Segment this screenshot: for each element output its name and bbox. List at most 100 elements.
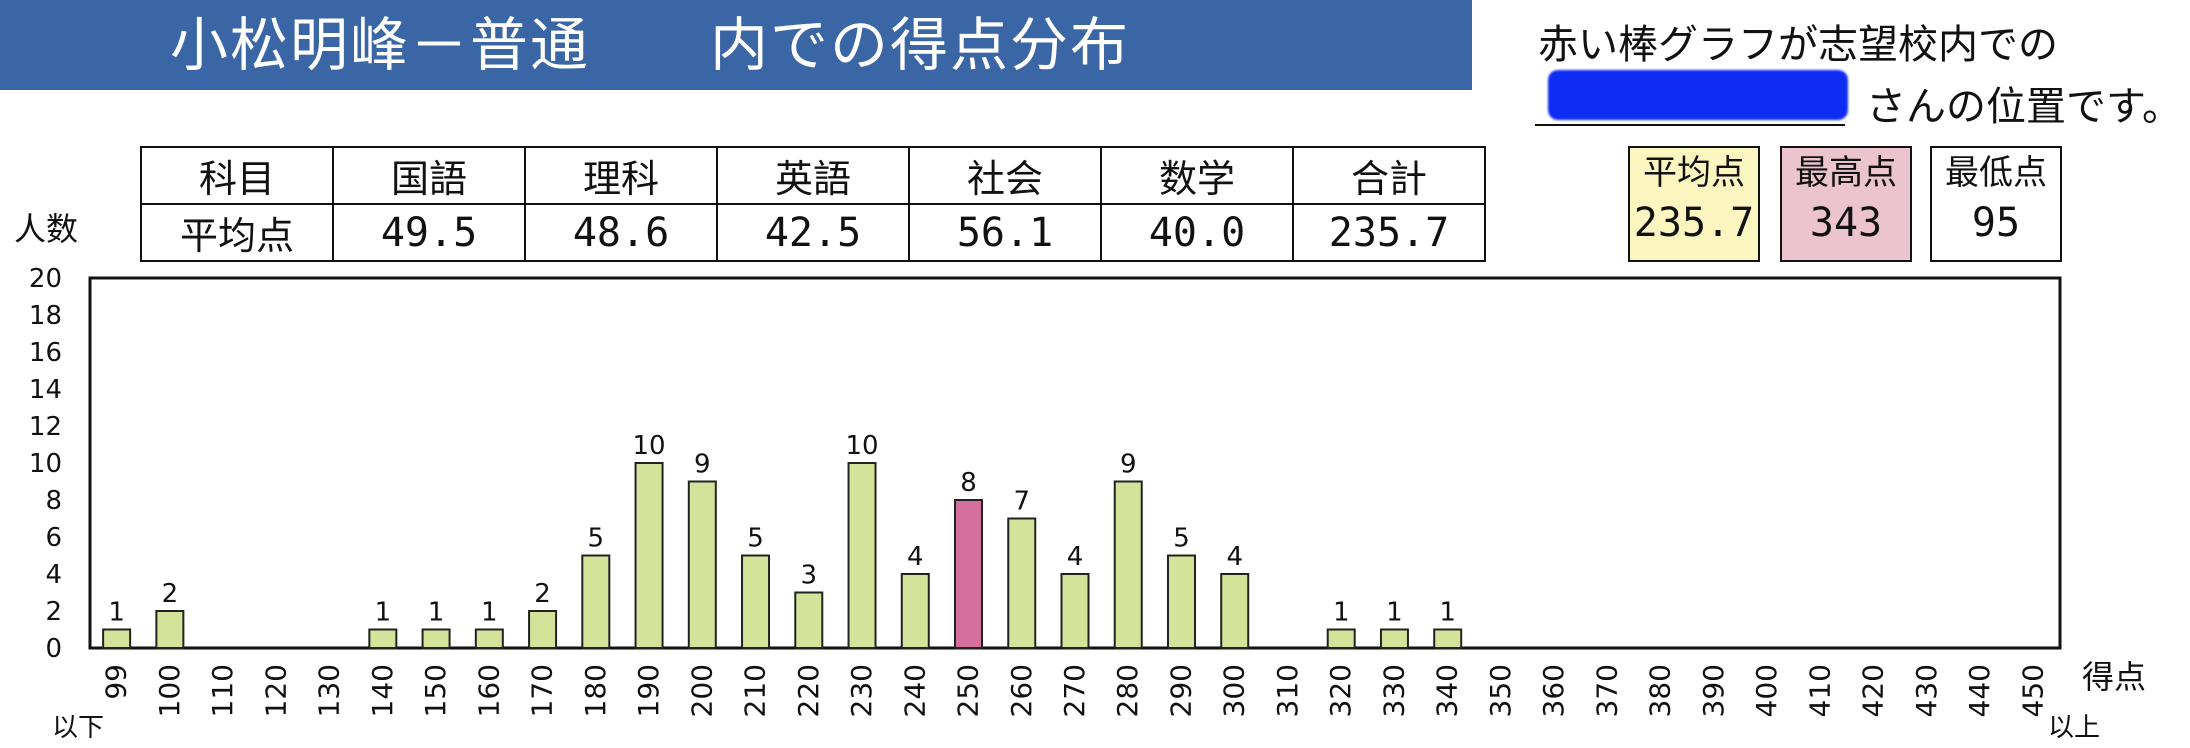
- value-cell: 235.7: [1292, 203, 1486, 262]
- x-tick-label: 300: [1218, 664, 1251, 717]
- bar: [581, 554, 611, 649]
- x-tick-label: 370: [1590, 664, 1623, 717]
- table-row: 平均点 49.5 48.6 42.5 56.1 40.0 235.7: [140, 203, 1486, 262]
- bar: [1220, 573, 1250, 649]
- page-title: 小松明峰－普通 内での得点分布: [170, 11, 1131, 79]
- y-tick-label: 2: [45, 597, 62, 627]
- bar: [1113, 480, 1143, 649]
- bar: [102, 628, 132, 649]
- min-stat-value: 95: [1971, 200, 2021, 246]
- x-tick-label: 100: [153, 664, 186, 717]
- data-label: 1: [375, 598, 392, 628]
- y-tick-label: 12: [29, 412, 62, 442]
- header-cell: 数学: [1100, 146, 1294, 205]
- header-cell: 科目: [140, 146, 334, 205]
- header-cell: 社会: [908, 146, 1102, 205]
- x-tick-label: 430: [1910, 664, 1943, 717]
- y-tick-label: 0: [45, 634, 62, 664]
- x-tick-label: 280: [1111, 664, 1144, 717]
- bar: [1433, 628, 1463, 649]
- y-tick-label: 20: [29, 264, 62, 294]
- data-label: 1: [1333, 598, 1350, 628]
- bar: [155, 610, 185, 649]
- y-tick-label: 18: [29, 301, 62, 331]
- min-stat-label: 最低点: [1945, 153, 2047, 193]
- y-tick-label: 4: [45, 560, 62, 590]
- data-label: 1: [481, 598, 498, 628]
- x-tick-label: 440: [1963, 664, 1996, 717]
- data-label: 4: [1067, 542, 1084, 572]
- data-label: 1: [108, 598, 125, 628]
- bar: [1007, 517, 1037, 649]
- x-tick-label: 400: [1750, 664, 1783, 717]
- data-label: 8: [960, 468, 977, 498]
- y-tick-label: 6: [45, 523, 62, 553]
- y-tick-label: 14: [29, 375, 62, 405]
- x-tick-label: 190: [632, 664, 665, 717]
- x-tick-label: 120: [259, 664, 292, 717]
- max-stat-box: 最高点 343: [1780, 146, 1912, 262]
- x-tick-label: 130: [313, 664, 346, 717]
- note-line-2: さんの位置です。: [1866, 84, 2182, 130]
- x-tick-label: 410: [1803, 664, 1836, 717]
- x-tick-label: 260: [1005, 664, 1038, 717]
- x-tick-label: 330: [1377, 664, 1410, 717]
- data-label: 9: [1120, 450, 1137, 480]
- bar: [847, 462, 877, 649]
- x-tick-label: 230: [845, 664, 878, 717]
- x-tick-label: 270: [1058, 664, 1091, 717]
- bar: [741, 554, 771, 649]
- x-tick-label: 340: [1431, 664, 1464, 717]
- header-cell: 理科: [524, 146, 718, 205]
- value-cell: 48.6: [524, 203, 718, 262]
- value-cell: 49.5: [332, 203, 526, 262]
- name-underline: [1535, 124, 1845, 126]
- x-tick-label: 220: [792, 664, 825, 717]
- y-tick-label: 8: [45, 486, 62, 516]
- x-tick-label: 350: [1484, 664, 1517, 717]
- data-label: 10: [633, 431, 666, 461]
- max-stat-value: 343: [1809, 200, 1883, 246]
- x-tick-label: 160: [472, 664, 505, 717]
- max-stat-label: 最高点: [1795, 153, 1897, 193]
- bar: [474, 628, 504, 649]
- bar: [794, 591, 824, 649]
- x-tick-label: 180: [579, 664, 612, 717]
- x-tick-label: 310: [1271, 664, 1304, 717]
- average-stat-box: 平均点 235.7: [1628, 146, 1760, 262]
- data-label: 5: [747, 524, 764, 554]
- average-stat-value: 235.7: [1633, 200, 1755, 246]
- min-stat-box: 最低点 95: [1930, 146, 2062, 262]
- bar: [1326, 628, 1356, 649]
- x-tick-label: 420: [1857, 664, 1890, 717]
- data-label: 5: [588, 524, 605, 554]
- x-tick-label: 200: [685, 664, 718, 717]
- bar: [421, 628, 451, 649]
- value-cell: 56.1: [908, 203, 1102, 262]
- data-label: 1: [1386, 598, 1403, 628]
- title-bar: 小松明峰－普通 内での得点分布: [0, 0, 1472, 90]
- x-axis-label: 得点: [2082, 658, 2146, 696]
- data-label: 2: [534, 579, 551, 609]
- data-label: 7: [1013, 487, 1030, 517]
- x-tick-label: 390: [1697, 664, 1730, 717]
- header-cell: 国語: [332, 146, 526, 205]
- x-tick-label: 170: [526, 664, 559, 717]
- x-tick-label: 250: [952, 664, 985, 717]
- x-tick-label: 150: [419, 664, 452, 717]
- x-tick-label: 99: [100, 664, 133, 700]
- y-tick-label: 10: [29, 449, 62, 479]
- bar: [1166, 554, 1196, 649]
- header-cell: 英語: [716, 146, 910, 205]
- average-stat-label: 平均点: [1643, 153, 1745, 193]
- highlight-bar: [954, 499, 984, 649]
- x-tick-label: 290: [1164, 664, 1197, 717]
- x-tick-label: 240: [898, 664, 931, 717]
- bar: [687, 480, 717, 649]
- data-label: 3: [801, 561, 818, 591]
- row-label-cell: 平均点: [140, 203, 334, 262]
- bar: [1379, 628, 1409, 649]
- bar: [900, 573, 930, 649]
- data-label: 5: [1173, 524, 1190, 554]
